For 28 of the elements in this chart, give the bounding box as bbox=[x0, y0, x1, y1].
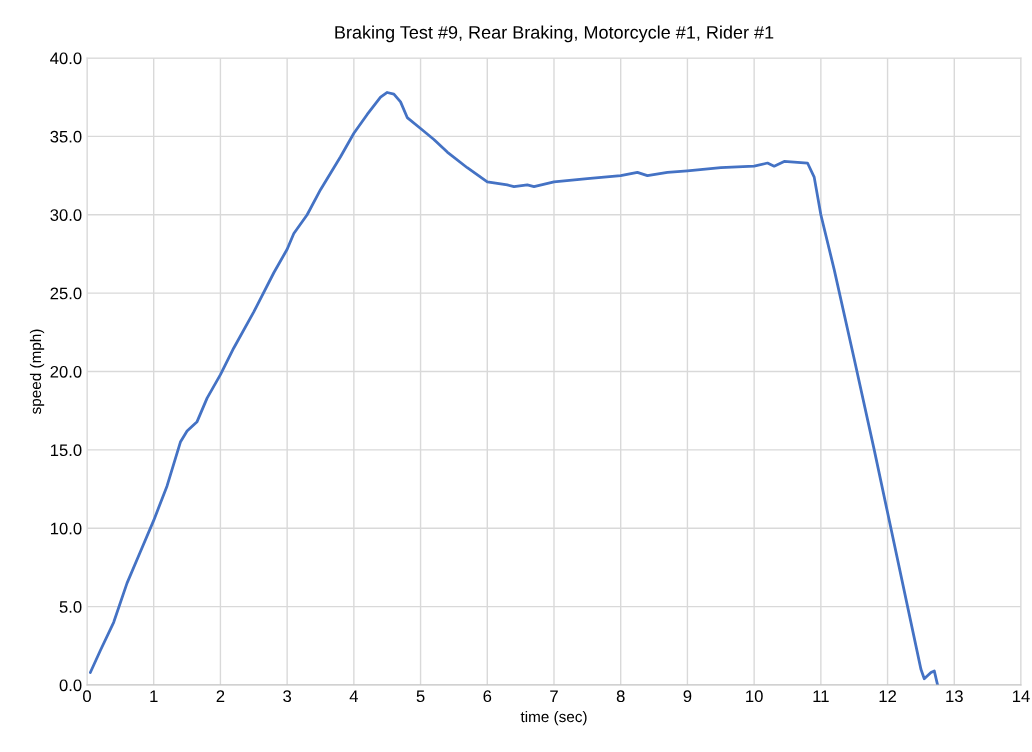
x-tick-label: 3 bbox=[283, 690, 292, 703]
y-tick-label: 5.0 bbox=[59, 601, 82, 613]
x-tick-label: 5 bbox=[416, 690, 425, 703]
x-tick-label: 12 bbox=[879, 690, 896, 702]
x-tick-label: 13 bbox=[946, 690, 963, 703]
x-tick-label: 10 bbox=[746, 690, 763, 703]
x-tick-label: 4 bbox=[349, 690, 358, 702]
x-tick-label: 9 bbox=[683, 690, 692, 703]
x-tick-label: 0 bbox=[83, 690, 91, 703]
line-series bbox=[88, 91, 939, 685]
y-tick-label: 35.0 bbox=[50, 130, 82, 143]
y-tick-label: 10.0 bbox=[50, 522, 82, 535]
chart-title: Braking Test #9, Rear Braking, Motorcycle #1, Rider #1 bbox=[335, 25, 774, 43]
x-tick-label: 14 bbox=[1013, 690, 1030, 702]
y-tick-label: 0.0 bbox=[59, 679, 82, 692]
y-tick-label: 15.0 bbox=[50, 444, 82, 457]
x-tick-label: 7 bbox=[550, 690, 558, 702]
y-tick-label: 40.0 bbox=[50, 52, 82, 65]
x-axis-title: time (sec) bbox=[520, 710, 587, 726]
y-tick-label: 30.0 bbox=[50, 209, 82, 221]
y-tick-label: 25.0 bbox=[50, 287, 82, 300]
x-tick-label: 1 bbox=[150, 690, 158, 702]
x-tick-label: 2 bbox=[216, 690, 225, 702]
x-tick-label: 11 bbox=[813, 690, 829, 702]
y-axis-title: speed (mph) bbox=[29, 329, 45, 414]
x-tick-label: 6 bbox=[483, 690, 492, 703]
x-tick-label: 8 bbox=[616, 690, 625, 703]
y-tick-label: 20.0 bbox=[50, 365, 82, 378]
